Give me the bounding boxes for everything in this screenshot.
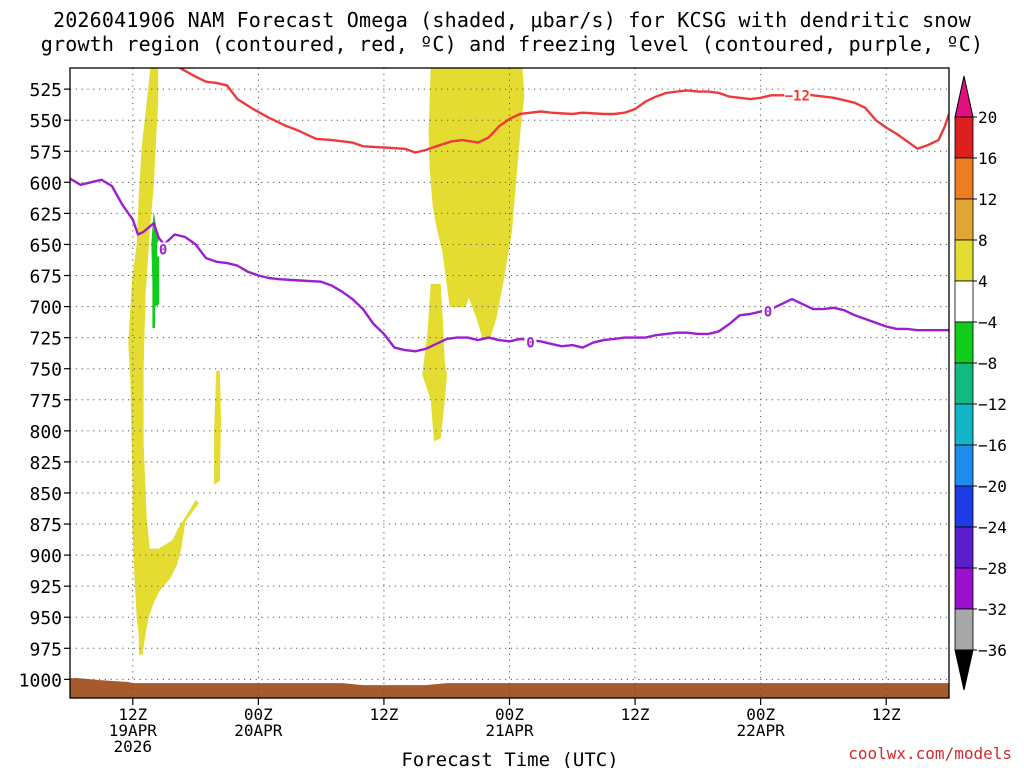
freezing-contour-label-1-bg — [524, 335, 537, 350]
contour-label-layer: −12 0 0 0 — [157, 88, 811, 352]
colorbar-label-2: 12 — [978, 190, 997, 209]
colorbar-label-3: 8 — [978, 231, 988, 250]
x-tick-label-6-0: 12Z — [118, 705, 147, 724]
x-tick-label-54-0: 12Z — [621, 705, 650, 724]
y-tick-label-600: 600 — [29, 173, 62, 194]
y-tick-label-775: 775 — [29, 391, 62, 412]
colorbar-swatch-2 — [954, 198, 974, 241]
colorbar-swatch-4 — [954, 280, 974, 323]
colorbar: 20 16 12 8 4 −4 −8 −12 −16 −20 −24 −28 −32 −36 — [954, 75, 1007, 691]
y-tick-label-900: 900 — [29, 546, 62, 567]
x-tick-label-6-1: 19APR — [109, 721, 158, 740]
y-tick-label-525: 525 — [29, 80, 62, 101]
y-tick-label-750: 750 — [29, 360, 62, 381]
y-tick-label-800: 800 — [29, 422, 62, 443]
colorbar-swatch-11 — [954, 567, 974, 610]
colorbar-bottom-arrow — [954, 649, 974, 691]
y-tick-label-975: 975 — [29, 639, 62, 660]
colorbar-label-4: 4 — [978, 272, 988, 291]
colorbar-label-5: −4 — [978, 313, 997, 332]
omega-fill-layer — [128, 68, 525, 655]
colorbar-label-11: −28 — [978, 559, 1007, 578]
y-tick-label-950: 950 — [29, 608, 62, 629]
y-tick-label-850: 850 — [29, 484, 62, 505]
omega-region-lift-blob-lower — [422, 283, 448, 442]
x-tick-label-78-0: 12Z — [872, 705, 901, 724]
colorbar-swatch-9 — [954, 485, 974, 528]
y-tick-label-675: 675 — [29, 267, 62, 288]
colorbar-top-arrow — [954, 75, 974, 118]
colorbar-swatch-6 — [954, 362, 974, 405]
freezing-level-line — [70, 177, 949, 353]
y-tick-label-550: 550 — [29, 111, 62, 132]
y-tick-label-1000: 1000 — [19, 670, 62, 691]
x-axis-label: Forecast Time (UTC) — [401, 749, 618, 768]
dgz-contour-label-bg — [784, 88, 811, 103]
dgz-contour-label: −12 — [785, 88, 810, 104]
x-tick-label-42-1: 21APR — [485, 721, 534, 740]
freezing-contour-label-0: 0 — [159, 242, 167, 258]
y-tick-label-875: 875 — [29, 515, 62, 536]
grid-layer — [70, 68, 949, 698]
colorbar-label-0: 20 — [978, 108, 997, 127]
omega-region-lift-band-west — [128, 68, 200, 655]
colorbar-label-10: −24 — [978, 518, 1007, 537]
colorbar-swatch-3 — [954, 239, 974, 282]
y-tick-label-925: 925 — [29, 577, 62, 598]
y-axis: 525 550 575 600 625 650 675 700 725 750 775 800 825 8… — [19, 80, 70, 691]
colorbar-swatch-7 — [954, 403, 974, 446]
chart-title: 2026041906 NAM Forecast Omega (shaded, μ… — [0, 8, 1024, 56]
x-tick-label-6-2: 2026 — [114, 737, 153, 756]
dgz-contour-line — [179, 68, 949, 154]
x-tick-label-66-0: 00Z — [746, 705, 775, 724]
y-tick-label-725: 725 — [29, 329, 62, 350]
freezing-contour-label-0-bg — [157, 242, 170, 257]
freezing-contour-label-2: 0 — [764, 305, 772, 321]
y-tick-label-700: 700 — [29, 298, 62, 319]
colorbar-swatch-8 — [954, 444, 974, 487]
colorbar-label-9: −20 — [978, 477, 1007, 496]
colorbar-swatch-5 — [954, 321, 974, 364]
colorbar-label-6: −8 — [978, 354, 997, 373]
x-tick-label-66-1: 22APR — [737, 721, 786, 740]
x-tick-label-18-1: 20APR — [234, 721, 283, 740]
colorbar-swatch-0 — [954, 116, 974, 159]
y-tick-label-825: 825 — [29, 453, 62, 474]
colorbar-swatch-1 — [954, 157, 974, 200]
y-tick-label-575: 575 — [29, 142, 62, 163]
freezing-contour-label-1: 0 — [526, 336, 534, 352]
x-tick-label-18-0: 00Z — [244, 705, 273, 724]
colorbar-label-7: −12 — [978, 395, 1007, 414]
terrain-layer — [70, 678, 949, 698]
watermark: coolwx.com/models — [848, 744, 1012, 763]
y-tick-label-650: 650 — [29, 235, 62, 256]
omega-region-lift-plume-main — [428, 68, 525, 341]
y-tick-label-625: 625 — [29, 204, 62, 225]
colorbar-label-12: −32 — [978, 600, 1007, 619]
colorbar-swatch-10 — [954, 526, 974, 569]
freezing-contour-label-2-bg — [761, 304, 774, 319]
terrain-ground — [70, 678, 949, 698]
colorbar-swatch-12 — [954, 608, 974, 651]
colorbar-label-13: −36 — [978, 641, 1007, 660]
title-line-1: 2026041906 NAM Forecast Omega (shaded, μ… — [52, 8, 972, 32]
omega-region-lift-band-small — [214, 370, 222, 485]
title-line-2: growth region (contoured, red, ºC) and f… — [40, 32, 984, 56]
contour-layer — [70, 68, 949, 353]
colorbar-label-8: −16 — [978, 436, 1007, 455]
x-tick-label-42-0: 00Z — [495, 705, 524, 724]
colorbar-label-1: 16 — [978, 149, 997, 168]
x-tick-label-30-0: 12Z — [369, 705, 398, 724]
